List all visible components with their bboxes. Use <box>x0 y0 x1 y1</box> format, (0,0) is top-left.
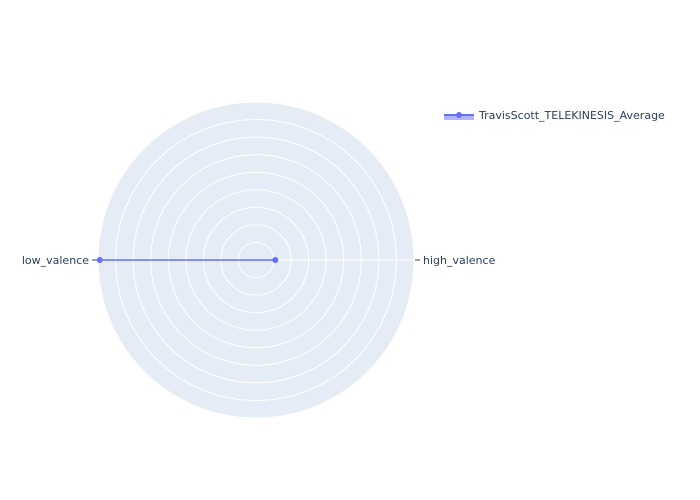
angular-tick-label: low_valence <box>22 254 89 267</box>
angular-tick-label: high_valence <box>423 254 496 267</box>
series-layer <box>96 257 279 263</box>
series-point[interactable] <box>272 257 279 263</box>
series-point[interactable] <box>96 257 103 263</box>
legend[interactable]: TravisScott_TELEKINESIS_Average <box>444 109 665 122</box>
legend-entry-label: TravisScott_TELEKINESIS_Average <box>478 109 665 122</box>
legend-swatch-marker <box>456 112 462 118</box>
